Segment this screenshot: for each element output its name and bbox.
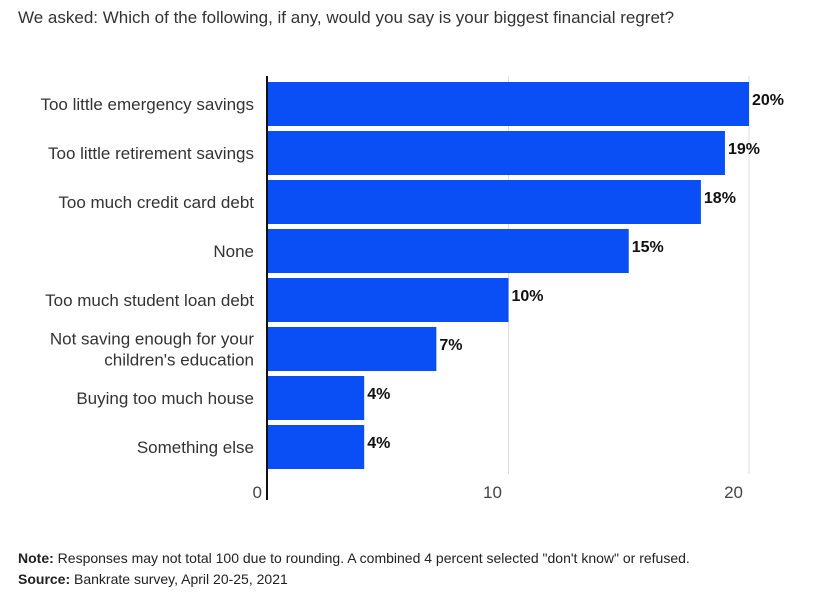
note-label: Note:	[18, 550, 54, 566]
value-label-5: 7%	[439, 337, 462, 354]
bar-3	[268, 229, 629, 273]
value-label-3: 15%	[632, 239, 664, 256]
bar-1	[268, 131, 725, 175]
x-axis-ticks: 0 10 20	[253, 483, 743, 502]
category-label-4: Too much student loan debt	[45, 291, 254, 310]
category-label-2: Too much credit card debt	[58, 193, 254, 212]
value-label-2: 18%	[704, 190, 736, 207]
bars	[268, 82, 749, 469]
bar-2	[268, 180, 701, 224]
value-label-4: 10%	[512, 288, 544, 305]
value-label-1: 19%	[728, 141, 760, 158]
category-label-5: Not saving enough for your children's edu…	[50, 330, 254, 370]
footnotes: Note: Responses may not total 100 due to…	[18, 548, 690, 590]
chart-title: We asked: Which of the following, if any…	[18, 8, 675, 27]
source-label: Source:	[18, 571, 71, 587]
x-tick-label-0: 0	[253, 483, 262, 502]
category-label-7: Something else	[137, 438, 254, 457]
x-tick-label-1: 10	[483, 483, 502, 502]
source-text: Bankrate survey, April 20-25, 2021	[74, 571, 288, 587]
bar-5	[268, 327, 437, 371]
category-label-1: Too little retirement savings	[48, 144, 254, 163]
value-label-0: 20%	[752, 92, 784, 109]
category-label-0: Too little emergency savings	[40, 95, 254, 114]
category-label-3: None	[213, 242, 254, 261]
x-tick-label-2: 20	[724, 483, 743, 502]
note-text: Responses may not total 100 due to round…	[57, 550, 690, 566]
bar-6	[268, 376, 365, 420]
category-labels: Too little emergency savings Too little r…	[40, 95, 254, 457]
value-label-6: 4%	[367, 386, 390, 403]
value-label-7: 4%	[367, 435, 390, 452]
source-line: Source: Bankrate survey, April 20-25, 20…	[18, 569, 690, 590]
bar-4	[268, 278, 509, 322]
bar-chart: Too little emergency savings Too little r…	[40, 76, 784, 502]
note-line: Note: Responses may not total 100 due to…	[18, 548, 690, 569]
category-label-6: Buying too much house	[76, 389, 254, 408]
value-labels: 20% 19% 18% 15% 10% 7% 4% 4%	[367, 92, 784, 452]
bar-0	[268, 82, 749, 126]
bar-7	[268, 425, 365, 469]
